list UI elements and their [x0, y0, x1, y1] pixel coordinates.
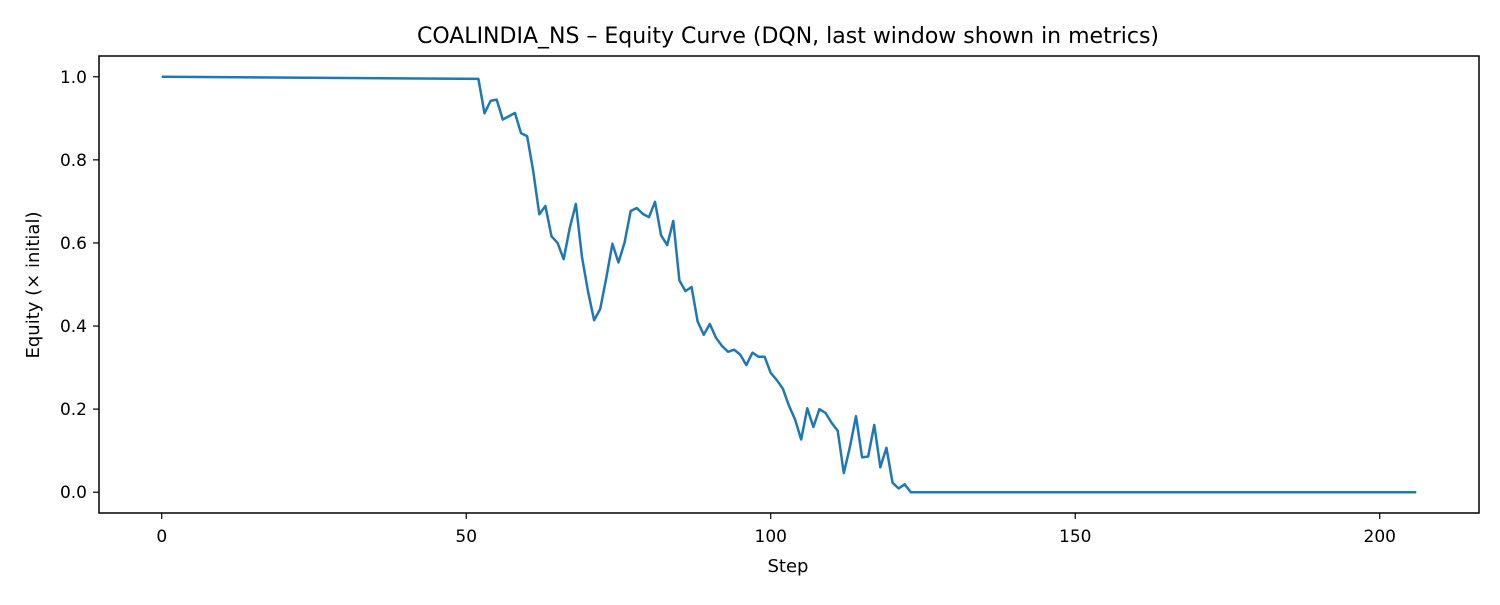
- x-tick-label: 200: [1364, 527, 1396, 547]
- y-tick-label: 1.0: [60, 68, 87, 88]
- y-tick-label: 0.0: [60, 483, 87, 503]
- y-tick-label: 0.8: [60, 151, 87, 171]
- x-tick-label: 0: [156, 527, 167, 547]
- x-axis-ticks: 0 50 100 150 200: [156, 513, 1396, 547]
- y-tick-label: 0.2: [60, 400, 87, 420]
- x-tick-label: 100: [755, 527, 787, 547]
- x-axis-label: Step: [768, 556, 809, 577]
- series-line-0: [161, 75, 1417, 494]
- y-axis-ticks: 0.0 0.2 0.4 0.6 0.8 1.0: [60, 68, 99, 503]
- y-tick-label: 0.4: [60, 317, 87, 337]
- plot-area: [161, 75, 1417, 494]
- y-tick-label: 0.6: [60, 234, 87, 254]
- chart-title: COALINDIA_NS – Equity Curve (DQN, last w…: [417, 24, 1159, 49]
- axes-frame: [98, 55, 1480, 514]
- x-tick-label: 50: [455, 527, 477, 547]
- x-tick-label: 150: [1059, 527, 1091, 547]
- y-axis-label: Equity (× initial): [23, 212, 44, 359]
